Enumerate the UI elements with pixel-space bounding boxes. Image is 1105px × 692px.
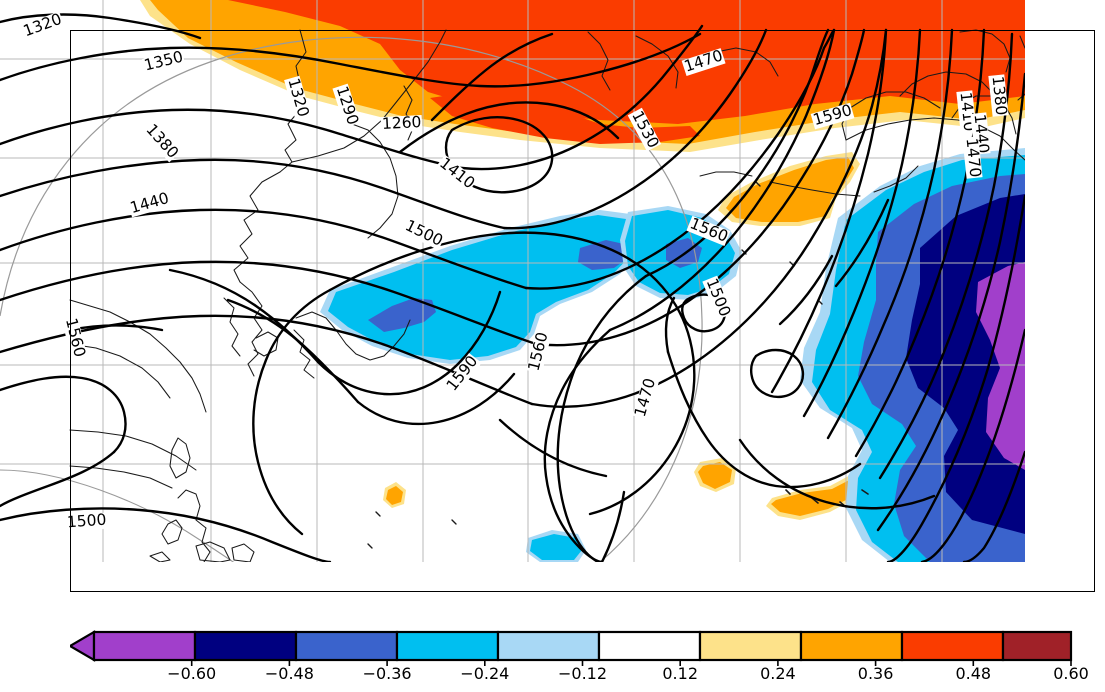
map-svg: [0, 0, 1025, 562]
cbtick--0.36: −0.36: [362, 664, 412, 683]
shaded-anomaly-layer: [140, 0, 1025, 562]
cbtick--0.24: −0.24: [460, 664, 510, 683]
shade-pos-north-red: [228, 0, 1025, 124]
cbtick-0.60: 0.60: [1053, 664, 1089, 683]
shade-neg-small-south-cyan: [530, 534, 582, 560]
shade-neg-east-pacific-purple: [976, 262, 1025, 470]
shade-neg-central-royal-a: [368, 298, 436, 332]
cbtick-0.48: 0.48: [955, 664, 992, 683]
cbtick--0.48: −0.48: [264, 664, 314, 683]
cbtick-0.12: 0.12: [662, 664, 698, 683]
cbtick--0.60: −0.60: [167, 664, 217, 683]
shade-pos-small-spot-orange: [386, 486, 403, 505]
contour-label-1500-c: 1500: [65, 510, 108, 532]
contour-label-1260: 1260: [380, 112, 423, 134]
cbtick--0.12: −0.12: [557, 664, 608, 683]
shade-pos-aleutian-orange: [726, 157, 854, 222]
cbtick-0.24: 0.24: [760, 664, 796, 683]
domain-arc: [0, 36, 703, 562]
contour-label-1380-right: 1380: [988, 74, 1011, 118]
colorbar-bands[interactable]: [70, 630, 1095, 662]
contour-label-1470-right: 1470: [962, 136, 985, 180]
cbtick-0.36: 0.36: [857, 664, 894, 683]
colorbar-ticklabels: −0.60 −0.48 −0.36 −0.24 −0.12 0.12 0.24 …: [0, 664, 1105, 690]
colorbar-ticks: [190, 660, 1072, 666]
